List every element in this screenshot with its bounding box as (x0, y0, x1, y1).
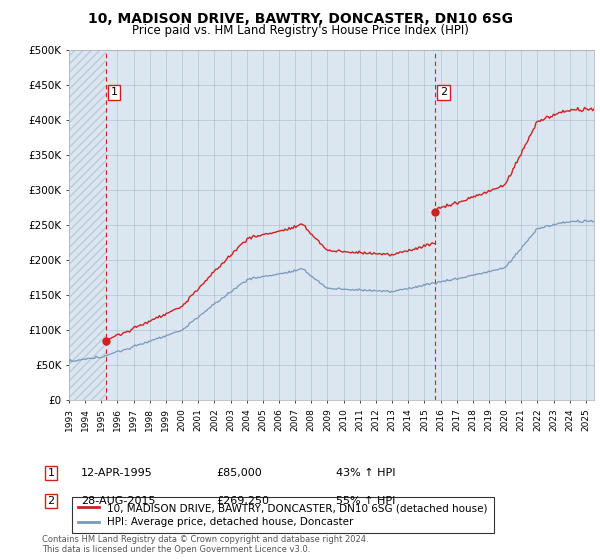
Text: 10, MADISON DRIVE, BAWTRY, DONCASTER, DN10 6SG: 10, MADISON DRIVE, BAWTRY, DONCASTER, DN… (88, 12, 512, 26)
Bar (69, 50, 106, 400)
Text: 1: 1 (47, 468, 55, 478)
Text: 55% ↑ HPI: 55% ↑ HPI (336, 496, 395, 506)
Text: 1: 1 (110, 87, 118, 97)
Text: 2: 2 (47, 496, 55, 506)
Text: 43% ↑ HPI: 43% ↑ HPI (336, 468, 395, 478)
Text: 2: 2 (440, 87, 447, 97)
Text: 12-APR-1995: 12-APR-1995 (81, 468, 153, 478)
Text: 28-AUG-2015: 28-AUG-2015 (81, 496, 155, 506)
Text: Price paid vs. HM Land Registry's House Price Index (HPI): Price paid vs. HM Land Registry's House … (131, 24, 469, 36)
Text: £269,250: £269,250 (216, 496, 269, 506)
Text: Contains HM Land Registry data © Crown copyright and database right 2024.
This d: Contains HM Land Registry data © Crown c… (42, 535, 368, 554)
Text: £85,000: £85,000 (216, 468, 262, 478)
Legend: 10, MADISON DRIVE, BAWTRY, DONCASTER, DN10 6SG (detached house), HPI: Average pr: 10, MADISON DRIVE, BAWTRY, DONCASTER, DN… (71, 497, 494, 534)
